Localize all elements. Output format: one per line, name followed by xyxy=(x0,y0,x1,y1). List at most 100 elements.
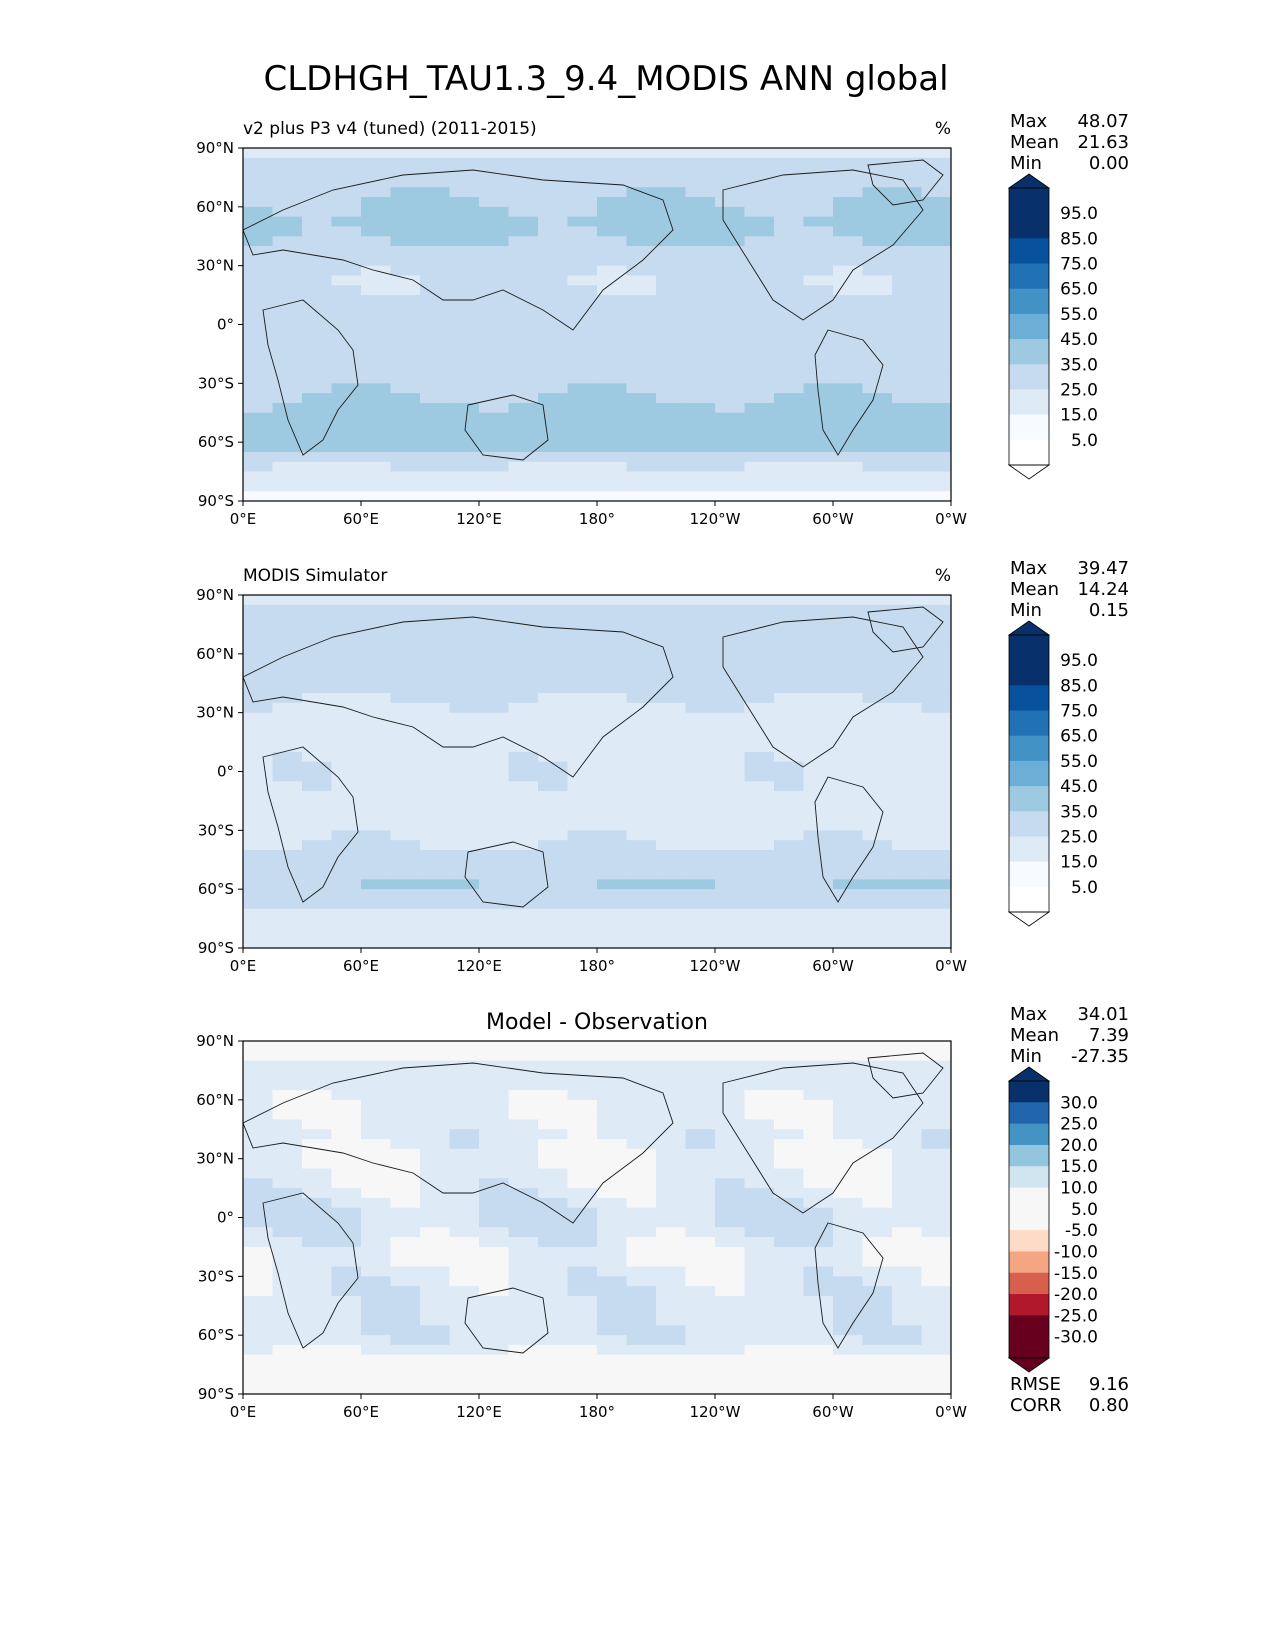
field-cell xyxy=(508,624,539,635)
y-tick-label: 60°S xyxy=(198,433,234,451)
field-cell xyxy=(626,1315,657,1326)
field-cell xyxy=(921,1129,951,1140)
field-cell xyxy=(803,1119,834,1130)
field-cell xyxy=(479,1335,510,1346)
field-cell xyxy=(302,334,333,345)
field-cell xyxy=(803,471,834,482)
field-cell xyxy=(715,1080,746,1091)
field-cell xyxy=(774,722,805,733)
field-cell xyxy=(449,898,480,910)
field-cell xyxy=(656,393,687,404)
field-cell xyxy=(243,693,274,704)
field-cell xyxy=(892,255,923,267)
field-cell xyxy=(479,1374,510,1385)
field-cell xyxy=(862,928,893,939)
field-cell xyxy=(243,1246,274,1258)
field-cell xyxy=(390,604,421,616)
field-cell xyxy=(715,1188,746,1199)
field-cell xyxy=(567,1374,598,1385)
field-cell xyxy=(774,1188,805,1199)
field-cell xyxy=(892,1374,923,1385)
field-cell xyxy=(390,702,421,714)
field-cell xyxy=(715,1099,746,1111)
y-tick-label: 60°N xyxy=(196,1091,234,1109)
field-cell xyxy=(538,1266,569,1277)
y-tick-label: 90°S xyxy=(198,1385,234,1403)
field-cell xyxy=(892,938,923,948)
field-cell xyxy=(803,1188,834,1199)
field-cell xyxy=(331,1050,362,1062)
field-cell xyxy=(272,1129,303,1140)
field-cell xyxy=(361,702,392,714)
field-cell xyxy=(390,712,421,724)
field-cell xyxy=(685,859,716,871)
field-cell xyxy=(302,471,333,482)
field-cell xyxy=(921,859,951,871)
field-cell xyxy=(685,432,716,443)
field-cell xyxy=(361,1227,392,1238)
field-cell xyxy=(833,938,864,948)
field-cell xyxy=(833,918,864,929)
field-cell xyxy=(626,1168,657,1179)
field-cell xyxy=(803,1041,834,1052)
field-cell xyxy=(361,1148,392,1160)
field-cell xyxy=(774,938,805,948)
field-cell xyxy=(774,1325,805,1336)
field-cell xyxy=(656,1148,687,1160)
field-cell xyxy=(715,265,746,277)
field-cell xyxy=(892,206,923,218)
field-cell xyxy=(272,324,303,335)
field-cell xyxy=(685,344,716,355)
field-cell xyxy=(597,1050,628,1062)
field-cell xyxy=(361,693,392,704)
colorbar-segment xyxy=(1009,238,1049,265)
field-cell xyxy=(331,373,362,384)
field-cell xyxy=(656,1237,687,1248)
y-tick-label: 90°N xyxy=(196,1032,234,1050)
field-cell xyxy=(921,383,951,394)
field-cell xyxy=(567,432,598,443)
field-cell xyxy=(626,673,657,684)
field-cell xyxy=(508,604,539,616)
field-cell xyxy=(302,869,333,880)
field-cell xyxy=(302,236,333,247)
field-cell xyxy=(390,1217,421,1228)
colorbar-extend-top xyxy=(1007,173,1051,189)
field-cell xyxy=(538,197,569,208)
field-cell xyxy=(243,810,274,822)
field-cell xyxy=(715,1168,746,1179)
colorbar-segment xyxy=(1009,1102,1049,1125)
field-cell xyxy=(744,1090,775,1101)
field-cell xyxy=(921,246,951,257)
field-cell xyxy=(685,1188,716,1199)
field-cell xyxy=(597,742,628,753)
field-cell xyxy=(921,898,951,910)
field-cell xyxy=(331,451,362,463)
field-cell xyxy=(833,1246,864,1258)
field-cell xyxy=(774,702,805,714)
field-cell xyxy=(449,800,480,812)
field-cell xyxy=(243,761,274,773)
field-cell xyxy=(272,1060,303,1072)
field-cell xyxy=(656,898,687,910)
field-cell xyxy=(833,383,864,394)
field-cell xyxy=(656,481,687,492)
field-cell xyxy=(508,849,539,861)
field-cell xyxy=(774,1364,805,1375)
field-cell xyxy=(685,236,716,247)
field-cell xyxy=(685,800,716,812)
field-cell xyxy=(921,363,951,375)
field-cell xyxy=(420,363,451,375)
metric-value: 9.16 xyxy=(1089,1374,1129,1395)
field-cell xyxy=(656,742,687,753)
field-cell xyxy=(774,187,805,198)
field-cell xyxy=(744,722,775,733)
field-cell xyxy=(744,1354,775,1366)
field-cell xyxy=(420,1050,451,1062)
field-cell xyxy=(449,869,480,880)
field-cell xyxy=(331,1276,362,1287)
field-cell xyxy=(597,908,628,920)
field-cell xyxy=(331,206,362,218)
field-cell xyxy=(538,938,569,948)
x-tick-label: 120°E xyxy=(456,957,502,975)
